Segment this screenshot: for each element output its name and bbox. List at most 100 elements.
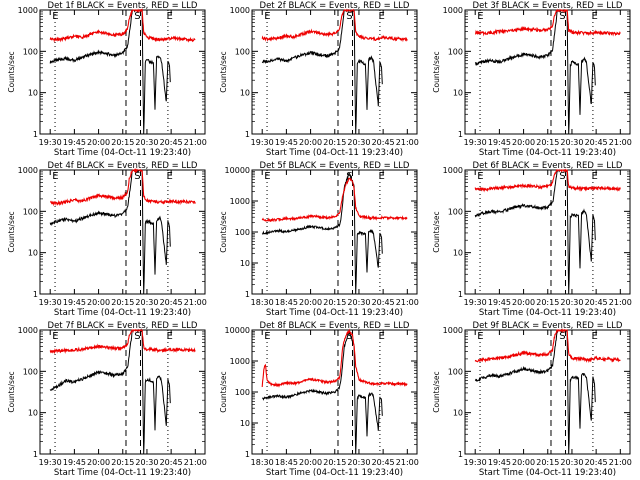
series-lld [474, 328, 621, 364]
marker-label: E [167, 171, 173, 182]
marker-label: E [52, 331, 58, 342]
series-lld [261, 177, 408, 223]
y-tick-label: 10 [28, 249, 38, 258]
chart-title: Det 3f BLACK = Events, RED = LLD [473, 1, 623, 11]
marker-label: E [264, 171, 270, 182]
y-tick-label: 10 [453, 249, 463, 258]
y-tick-label: 1000 [18, 166, 38, 175]
series-lld [261, 328, 408, 388]
series-events [474, 169, 596, 295]
x-tick-label: 20:00 [299, 458, 322, 467]
x-tick-label: 21:00 [184, 458, 207, 467]
x-tick-label: 20:00 [512, 298, 535, 307]
y-tick-label: 10 [240, 89, 250, 98]
x-tick-label: 19:30 [39, 298, 62, 307]
x-tick-label: 20:15 [323, 138, 346, 147]
marker-label: S [559, 331, 565, 342]
series-lld [49, 8, 196, 43]
chart-panel: Det 9f BLACK = Events, RED = LLD 1 10 100 10… [432, 321, 632, 478]
series-events [474, 328, 596, 455]
marker-label: S [134, 331, 140, 342]
y-axis-label: Counts/sec [219, 211, 228, 252]
x-tick-label: 20:15 [536, 458, 559, 467]
series-lld [474, 168, 621, 193]
y-tick-label: 1 [458, 290, 463, 299]
x-axis-label: Start Time (04-Oct-11 19:23:40) [266, 148, 403, 158]
y-tick-label: 1000 [18, 326, 38, 335]
x-tick-label: 19:45 [488, 138, 511, 147]
x-tick-label: 21:00 [609, 458, 632, 467]
chart-title: Det 8f BLACK = Events, RED = LLD [260, 321, 410, 331]
y-tick-label: 100 [235, 388, 250, 397]
axis-frame [39, 9, 206, 135]
y-axis-label: Counts/sec [7, 371, 16, 412]
x-tick-label: 20:00 [87, 138, 110, 147]
x-tick-label: 20:00 [87, 298, 110, 307]
marker-label: E [379, 331, 385, 342]
marker-label: S [559, 171, 565, 182]
marker-label: S [134, 11, 140, 22]
chart-title: Det 5f BLACK = Events, RED = LLD [260, 161, 410, 171]
x-tick-label: 20:45 [372, 138, 395, 147]
y-tick-label: 100 [448, 367, 463, 376]
y-tick-label: 100 [23, 207, 38, 216]
y-tick-label: 1 [458, 450, 463, 459]
marker-label: S [559, 11, 565, 22]
x-tick-label: 21:00 [396, 458, 419, 467]
series-events [261, 8, 383, 135]
chart-title: Det 6f BLACK = Events, RED = LLD [473, 161, 623, 171]
x-tick-label: 20:45 [160, 298, 183, 307]
y-tick-label: 10 [453, 89, 463, 98]
x-tick-label: 20:45 [372, 458, 395, 467]
chart-title: Det 9f BLACK = Events, RED = LLD [473, 321, 623, 331]
marker-label: E [592, 331, 598, 342]
y-tick-label: 10 [28, 89, 38, 98]
x-tick-label: 21:00 [609, 298, 632, 307]
x-tick-label: 20:15 [111, 458, 134, 467]
x-tick-label: 19:45 [63, 298, 86, 307]
y-tick-label: 10000 [225, 166, 250, 175]
marker-label: S [346, 171, 352, 182]
y-tick-label: 1 [33, 450, 38, 459]
y-axis-label: Counts/sec [7, 211, 16, 252]
chart-panel: Det 7f BLACK = Events, RED = LLD 1 10 100 10… [7, 321, 207, 478]
x-tick-label: 18:30 [251, 298, 274, 307]
chart-panel: Det 5f BLACK = Events, RED = LLD 1 10 100 10… [219, 161, 419, 318]
axis-frame [251, 9, 418, 135]
axis-frame [251, 169, 418, 295]
y-tick-label: 1000 [443, 166, 463, 175]
y-tick-label: 1000 [443, 326, 463, 335]
x-tick-label: 20:15 [323, 298, 346, 307]
x-tick-label: 18:45 [275, 298, 298, 307]
y-tick-label: 10000 [225, 326, 250, 335]
x-tick-label: 20:15 [111, 298, 134, 307]
y-axis-label: Counts/sec [7, 51, 16, 92]
x-tick-label: 20:00 [299, 298, 322, 307]
x-axis-label: Start Time (04-Oct-11 19:23:40) [479, 148, 616, 158]
x-tick-label: 20:30 [560, 458, 583, 467]
x-tick-label: 20:30 [135, 298, 158, 307]
marker-label: E [379, 11, 385, 22]
series-lld [261, 8, 408, 43]
axis-frame [464, 329, 631, 455]
x-tick-label: 21:00 [396, 298, 419, 307]
x-tick-label: 21:00 [184, 298, 207, 307]
y-tick-label: 100 [23, 47, 38, 56]
y-tick-label: 10 [240, 259, 250, 268]
series-events [49, 328, 171, 455]
x-axis-label: Start Time (04-Oct-11 19:23:40) [54, 308, 191, 318]
series-events [261, 172, 383, 295]
y-tick-label: 10 [240, 419, 250, 428]
y-tick-label: 100 [448, 207, 463, 216]
y-tick-label: 1 [33, 290, 38, 299]
chart-panel: Det 6f BLACK = Events, RED = LLD 1 10 100 10… [432, 161, 632, 318]
x-tick-label: 21:00 [609, 138, 632, 147]
x-axis-label: Start Time (04-Oct-11 19:23:40) [479, 308, 616, 318]
series-events [49, 168, 171, 295]
x-tick-label: 20:30 [135, 458, 158, 467]
marker-label: E [477, 171, 483, 182]
marker-label: S [346, 11, 352, 22]
x-tick-label: 19:45 [488, 298, 511, 307]
x-axis-label: Start Time (04-Oct-11 19:23:40) [479, 468, 616, 478]
x-tick-label: 19:30 [251, 138, 274, 147]
